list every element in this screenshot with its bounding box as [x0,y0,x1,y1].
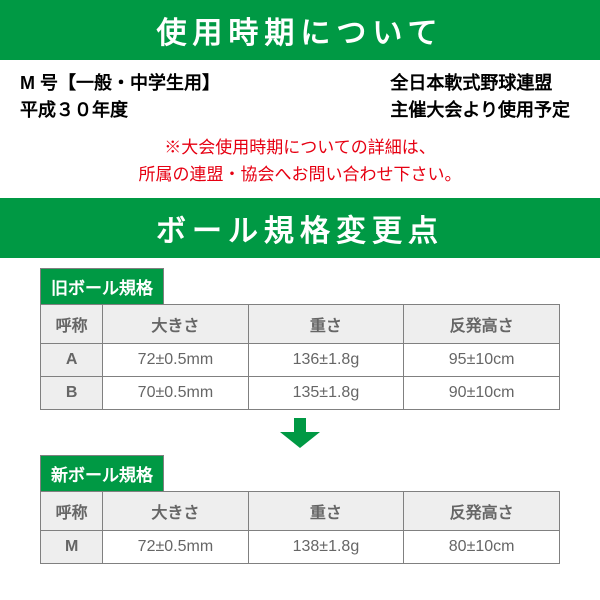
info-left-line2: 平成３０年度 [20,97,220,124]
cell-name: A [41,344,103,377]
old-table-title: 旧ボール規格 [40,268,164,304]
section-header-spec: ボール規格変更点 [0,198,600,258]
table-header-row: 呼称 大きさ 重さ 反発高さ [41,305,560,344]
cell-size: 72±0.5mm [103,344,248,377]
info-left-line1: M 号【一般・中学生用】 [20,70,220,97]
cell-size: 72±0.5mm [103,531,248,564]
col-name: 呼称 [41,492,103,531]
cell-size: 70±0.5mm [103,377,248,410]
table-header-row: 呼称 大きさ 重さ 反発高さ [41,492,560,531]
note-text: ※大会使用時期についての詳細は、 所属の連盟・協会へお問い合わせ下さい。 [0,130,600,198]
col-weight: 重さ [248,492,404,531]
note-line2: 所属の連盟・協会へお問い合わせ下さい。 [0,161,600,188]
table-row: A 72±0.5mm 136±1.8g 95±10cm [41,344,560,377]
section-header-usage: 使用時期について [0,0,600,60]
arrow-down-icon [276,418,324,448]
arrow-down [0,414,600,455]
new-spec-table: 呼称 大きさ 重さ 反発高さ M 72±0.5mm 138±1.8g 80±10… [40,491,560,564]
col-size: 大きさ [103,305,248,344]
new-table-wrap: 新ボール規格 呼称 大きさ 重さ 反発高さ M 72±0.5mm 138±1.8… [0,455,600,568]
old-spec-table: 呼称 大きさ 重さ 反発高さ A 72±0.5mm 136±1.8g 95±10… [40,304,560,410]
cell-bounce: 80±10cm [404,531,560,564]
cell-bounce: 95±10cm [404,344,560,377]
info-right-line2: 主催大会より使用予定 [390,97,570,124]
col-weight: 重さ [248,305,404,344]
info-row: M 号【一般・中学生用】 平成３０年度 全日本軟式野球連盟 主催大会より使用予定 [0,60,600,130]
col-bounce: 反発高さ [404,305,560,344]
cell-name: M [41,531,103,564]
cell-weight: 135±1.8g [248,377,404,410]
info-right-line1: 全日本軟式野球連盟 [390,70,570,97]
cell-weight: 138±1.8g [248,531,404,564]
table-row: M 72±0.5mm 138±1.8g 80±10cm [41,531,560,564]
cell-name: B [41,377,103,410]
new-table-title: 新ボール規格 [40,455,164,491]
cell-weight: 136±1.8g [248,344,404,377]
col-bounce: 反発高さ [404,492,560,531]
info-left: M 号【一般・中学生用】 平成３０年度 [20,70,220,124]
table-row: B 70±0.5mm 135±1.8g 90±10cm [41,377,560,410]
note-line1: ※大会使用時期についての詳細は、 [0,134,600,161]
col-name: 呼称 [41,305,103,344]
info-right: 全日本軟式野球連盟 主催大会より使用予定 [390,70,570,124]
old-table-wrap: 旧ボール規格 呼称 大きさ 重さ 反発高さ A 72±0.5mm 136±1.8… [0,258,600,414]
col-size: 大きさ [103,492,248,531]
cell-bounce: 90±10cm [404,377,560,410]
